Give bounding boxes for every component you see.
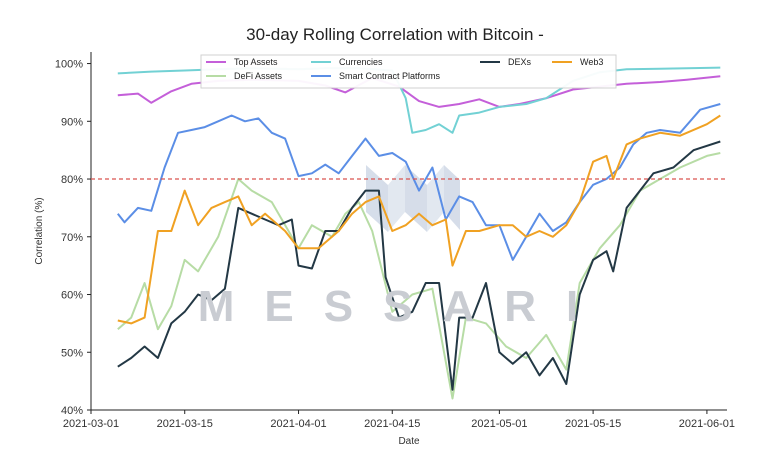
watermark-text: MESSARI [198, 282, 608, 331]
y-tick-label: 90% [61, 116, 83, 128]
legend-label-dexs: DEXs [508, 57, 532, 67]
y-tick-label: 70% [61, 232, 83, 244]
y-tick-label: 60% [61, 290, 83, 302]
series-line-web3 [117, 114, 721, 325]
series-line-smart-contract-platforms [117, 103, 721, 261]
plot-area [90, 52, 727, 411]
x-tick-label: 2021-06-01 [679, 418, 735, 430]
messari-logo-icon [366, 165, 460, 232]
series-line-dexs [117, 140, 721, 391]
x-tick-label: 2021-03-15 [157, 418, 213, 430]
legend-label-smart-contract-platforms: Smart Contract Platforms [339, 71, 441, 81]
y-tick-label: 80% [61, 174, 83, 186]
y-axis-ticks: 40% 50% 60% 70% 80% 90% 100% [55, 59, 91, 417]
legend-label-top-assets: Top Assets [234, 57, 278, 67]
x-axis-ticks: 2021-03-01 2021-03-15 2021-04-01 2021-04-15… [63, 410, 735, 430]
y-tick-label: 50% [61, 347, 83, 359]
series-lines [117, 66, 721, 400]
messari-watermark [366, 165, 460, 232]
x-tick-label: 2021-03-01 [63, 418, 119, 430]
x-tick-label: 2021-04-01 [270, 418, 326, 430]
x-tick-label: 2021-05-15 [565, 418, 621, 430]
chart-legend: Top Assets DeFi Assets Currencies Smart Con… [200, 54, 617, 89]
y-tick-label: 100% [55, 59, 83, 71]
legend-label-defi-assets: DeFi Assets [234, 71, 283, 81]
y-tick-label: 40% [61, 405, 83, 417]
legend-label-currencies: Currencies [339, 57, 383, 67]
x-axis-label: Date [398, 436, 420, 447]
series-line-defi-assets [117, 152, 721, 400]
chart-title: 30-day Rolling Correlation with Bitcoin … [246, 25, 544, 44]
x-tick-label: 2021-04-15 [364, 418, 420, 430]
y-axis-label: Correlation (%) [34, 197, 45, 264]
legend-label-web3: Web3 [580, 57, 603, 67]
x-tick-label: 2021-05-01 [471, 418, 527, 430]
